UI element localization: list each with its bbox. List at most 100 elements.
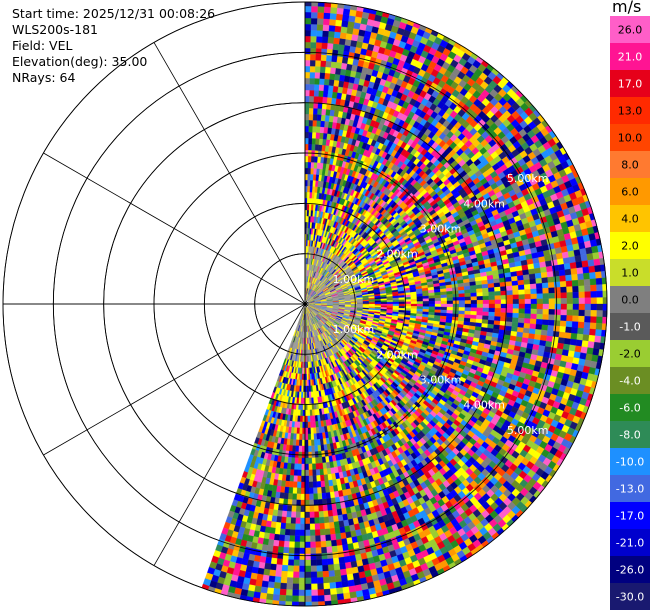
vel-gate xyxy=(546,335,554,343)
vel-gate xyxy=(428,301,436,305)
vel-gate xyxy=(422,306,430,310)
vel-gate xyxy=(304,161,309,169)
vel-gate xyxy=(577,279,585,287)
vel-gate xyxy=(528,273,536,280)
vel-gate xyxy=(565,274,573,282)
vel-gate xyxy=(530,308,538,315)
vel-gate xyxy=(540,272,548,279)
vel-gate xyxy=(494,303,502,309)
vel-gate xyxy=(583,328,591,336)
vel-gate xyxy=(562,257,571,265)
vel-gate xyxy=(325,66,332,74)
vel-gate xyxy=(592,348,600,356)
vel-gate xyxy=(493,320,501,326)
vel-gate xyxy=(566,315,573,322)
vel-gate xyxy=(583,278,591,286)
vel-gate xyxy=(321,108,327,116)
vel-gate xyxy=(482,299,490,305)
vel-gate xyxy=(566,292,574,299)
vel-gate xyxy=(386,298,394,301)
vel-gate xyxy=(494,295,502,301)
vel-gate xyxy=(308,119,314,127)
vel-gate xyxy=(326,48,334,56)
vel-gate xyxy=(310,29,318,37)
vel-gate xyxy=(583,322,591,330)
vel-gate xyxy=(576,333,584,341)
vel-gate xyxy=(572,285,579,293)
vel-gate xyxy=(317,108,323,115)
vel-gate xyxy=(516,270,524,277)
vel-gate xyxy=(524,298,532,305)
vel-gate xyxy=(554,314,561,321)
vel-gate xyxy=(311,11,318,19)
vel-gate xyxy=(547,325,555,332)
vel-gate xyxy=(440,306,448,311)
vel-gate xyxy=(307,179,311,187)
vel-gate xyxy=(470,307,478,312)
vel-gate xyxy=(493,282,501,288)
vel-gate xyxy=(434,300,442,305)
vel-gate xyxy=(533,262,541,269)
vel-gate xyxy=(310,17,318,25)
vel-gate xyxy=(584,291,592,299)
vel-gate xyxy=(470,303,478,308)
vel-gate xyxy=(368,300,376,303)
vel-gate xyxy=(311,155,315,163)
vel-gate xyxy=(581,260,589,268)
vel-gate xyxy=(315,60,322,67)
vel-gate xyxy=(588,334,596,343)
vel-gate xyxy=(311,138,317,145)
vel-gate xyxy=(551,336,559,344)
vel-gate xyxy=(530,313,537,320)
vel-gate xyxy=(304,89,310,97)
vel-gate xyxy=(458,307,466,312)
vel-gate xyxy=(596,297,604,305)
vel-gate xyxy=(547,282,555,289)
vel-gate xyxy=(316,114,322,121)
vel-gate xyxy=(324,78,330,86)
vel-gate xyxy=(566,286,573,293)
vel-gate xyxy=(542,293,550,299)
vel-gate xyxy=(554,292,562,299)
vel-gate xyxy=(594,335,602,344)
vel-gate xyxy=(590,284,597,292)
vel-gate xyxy=(506,303,514,309)
vel-gate xyxy=(596,310,604,318)
vel-gate xyxy=(476,299,484,305)
vel-gate xyxy=(553,281,561,288)
vel-gate xyxy=(574,345,582,353)
vel-gate xyxy=(512,289,519,296)
vel-gate xyxy=(569,262,577,270)
vel-gate xyxy=(593,341,601,350)
vel-gate xyxy=(339,32,347,40)
vel-gate xyxy=(446,297,454,302)
vel-gate xyxy=(512,317,519,323)
vel-gate xyxy=(522,274,530,281)
vel-gate xyxy=(314,84,320,91)
vel-gate xyxy=(410,301,418,305)
vel-gate xyxy=(434,306,442,311)
vel-gate xyxy=(551,264,559,272)
vel-gate xyxy=(505,325,512,332)
vel-gate xyxy=(518,299,526,305)
vel-gate xyxy=(329,12,337,20)
vel-gate xyxy=(564,268,572,276)
vel-gate xyxy=(592,252,600,260)
vel-gate xyxy=(311,144,316,151)
vel-gate xyxy=(546,265,554,273)
vel-gate xyxy=(392,301,400,305)
vel-gate xyxy=(548,309,556,316)
vel-gate xyxy=(308,113,314,121)
vel-gate xyxy=(518,317,525,324)
vel-gate xyxy=(578,315,585,323)
vel-gate xyxy=(310,23,318,31)
vel-gate xyxy=(332,49,339,57)
vel-gate xyxy=(304,71,311,79)
vel-gate xyxy=(440,303,448,308)
vel-gate xyxy=(347,21,355,29)
vel-gate xyxy=(317,18,324,25)
vel-gate xyxy=(428,306,436,310)
vel-gate xyxy=(320,54,327,62)
vel-gate xyxy=(428,295,436,299)
vel-gate xyxy=(416,298,424,302)
